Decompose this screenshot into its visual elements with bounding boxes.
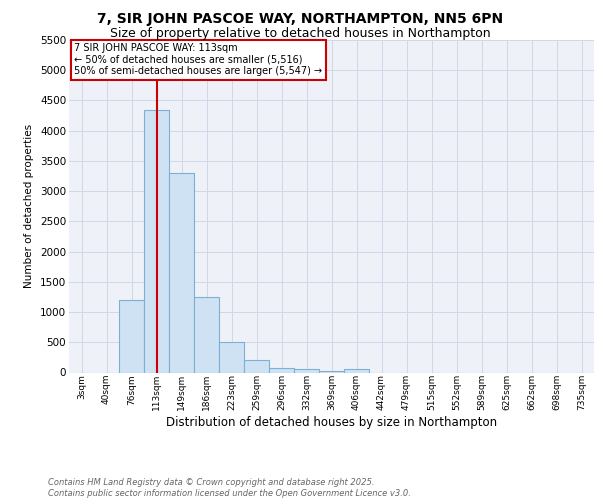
Bar [244, 360, 269, 372]
Bar [169, 173, 194, 372]
Bar [194, 297, 219, 372]
Text: 7 SIR JOHN PASCOE WAY: 113sqm
← 50% of detached houses are smaller (5,516)
50% o: 7 SIR JOHN PASCOE WAY: 113sqm ← 50% of d… [74, 43, 322, 76]
Bar [219, 342, 244, 372]
Bar [269, 368, 294, 372]
Y-axis label: Number of detached properties: Number of detached properties [25, 124, 34, 288]
Bar [344, 370, 369, 372]
Bar [119, 300, 144, 372]
X-axis label: Distribution of detached houses by size in Northampton: Distribution of detached houses by size … [166, 416, 497, 429]
Text: Size of property relative to detached houses in Northampton: Size of property relative to detached ho… [110, 28, 490, 40]
Bar [319, 370, 344, 372]
Bar [294, 370, 319, 372]
Bar [144, 110, 169, 372]
Text: Contains HM Land Registry data © Crown copyright and database right 2025.
Contai: Contains HM Land Registry data © Crown c… [48, 478, 411, 498]
Text: 7, SIR JOHN PASCOE WAY, NORTHAMPTON, NN5 6PN: 7, SIR JOHN PASCOE WAY, NORTHAMPTON, NN5… [97, 12, 503, 26]
